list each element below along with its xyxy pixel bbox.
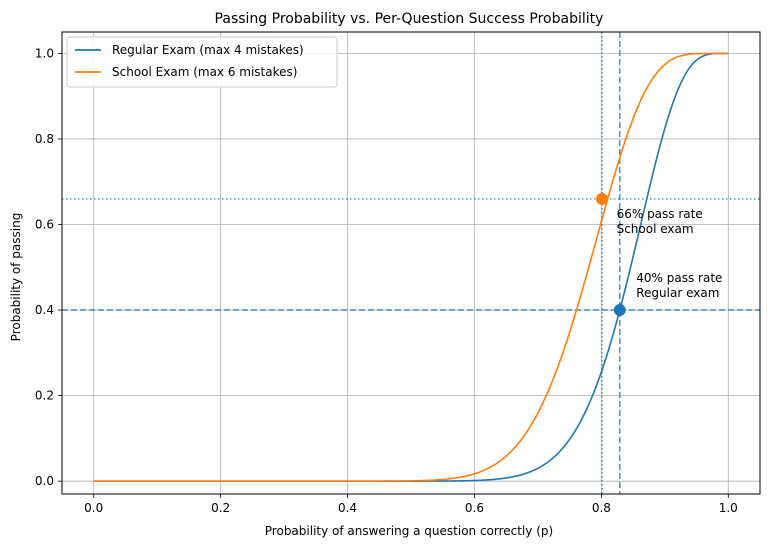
x-tick-label: 0.4 bbox=[338, 501, 357, 515]
chart-title: Passing Probability vs. Per-Question Suc… bbox=[215, 11, 604, 27]
x-tick-label: 1.0 bbox=[719, 501, 738, 515]
y-tick-label: 0.8 bbox=[35, 132, 54, 146]
annotations: 40% pass rate Regular exam 66% pass rate Sc… bbox=[617, 207, 723, 300]
x-tick-label: 0.8 bbox=[592, 501, 611, 515]
x-tick-label: 0.6 bbox=[465, 501, 484, 515]
x-axis-label: Probability of answering a question corr… bbox=[265, 524, 553, 538]
plot-frame bbox=[61, 31, 761, 495]
reference-lines bbox=[62, 32, 760, 494]
annotation-2: 66% pass rate School exam bbox=[617, 207, 703, 236]
annotation-line: Regular exam bbox=[636, 286, 719, 300]
grid-lines bbox=[62, 32, 760, 494]
x-axis-ticks: 0.0 0.2 0.4 0.6 0.8 1.0 bbox=[84, 494, 738, 515]
y-axis-ticks: 0.0 0.2 0.4 0.6 0.8 1.0 bbox=[35, 46, 62, 488]
marker-point-1 bbox=[613, 304, 626, 317]
annotation-1: 40% pass rate Regular exam bbox=[636, 271, 722, 300]
x-tick-label: 0.2 bbox=[211, 501, 230, 515]
legend-label-1: Regular Exam (max 4 mistakes) bbox=[112, 43, 304, 57]
annotation-line: School exam bbox=[617, 222, 694, 236]
y-tick-label: 0.0 bbox=[35, 474, 54, 488]
series-lines bbox=[93, 52, 729, 482]
series-line-2 bbox=[93, 52, 729, 482]
annotation-line: 40% pass rate bbox=[636, 271, 722, 285]
y-tick-label: 0.2 bbox=[35, 389, 54, 403]
y-tick-label: 1.0 bbox=[35, 46, 54, 60]
x-tick-label: 0.0 bbox=[84, 501, 103, 515]
legend-label-2: School Exam (max 6 mistakes) bbox=[112, 65, 297, 79]
y-tick-label: 0.6 bbox=[35, 218, 54, 232]
annotation-line: 66% pass rate bbox=[617, 207, 703, 221]
marker-point-2 bbox=[595, 192, 608, 205]
y-tick-label: 0.4 bbox=[35, 303, 54, 317]
legend-box bbox=[66, 36, 338, 88]
legend: Regular Exam (max 4 mistakes) School Exam… bbox=[66, 36, 338, 88]
markers bbox=[595, 192, 626, 317]
y-axis-label: Probability of passing bbox=[9, 213, 23, 342]
